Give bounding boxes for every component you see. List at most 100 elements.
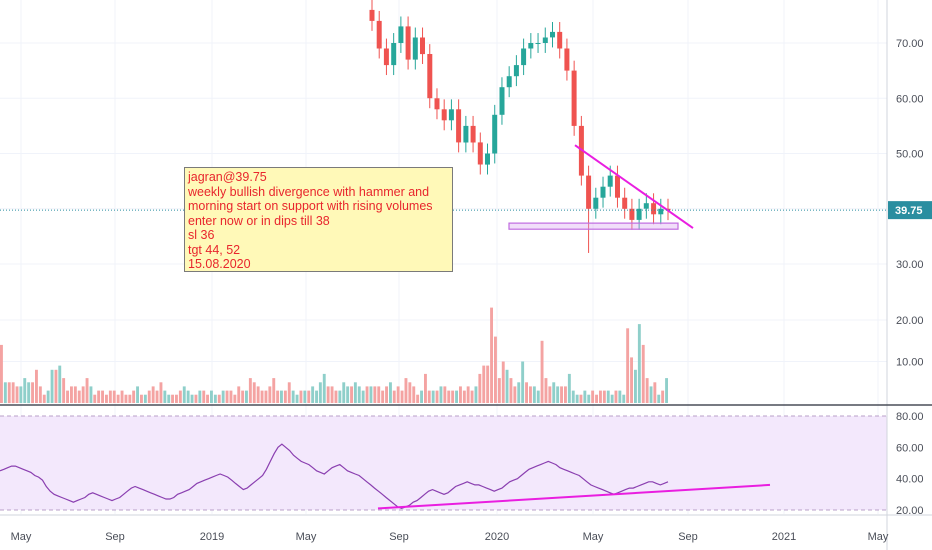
volume-bar bbox=[497, 378, 501, 403]
volume-bar bbox=[11, 382, 15, 404]
volume-bar bbox=[237, 386, 241, 403]
volume-bar bbox=[645, 378, 649, 403]
volume-bar bbox=[564, 386, 567, 403]
volume-bar bbox=[295, 394, 299, 403]
volume-bar bbox=[606, 390, 610, 403]
volume-bar bbox=[396, 386, 400, 403]
volume-bar bbox=[494, 336, 497, 403]
volume-bar bbox=[155, 390, 159, 403]
volume-bar bbox=[637, 324, 641, 403]
support-zone bbox=[508, 222, 679, 230]
rsi-trendline bbox=[377, 483, 771, 510]
volume-bar bbox=[420, 390, 423, 403]
candle-body bbox=[542, 37, 548, 43]
volume-bar bbox=[120, 390, 124, 403]
volume-bar bbox=[3, 382, 7, 404]
candle-body bbox=[376, 20, 382, 49]
volume-bar bbox=[369, 386, 373, 403]
volume-bar bbox=[389, 382, 392, 404]
note-line: tgt 44, 52 bbox=[188, 242, 241, 257]
volume-bar bbox=[424, 373, 427, 403]
candle-body bbox=[593, 197, 599, 209]
rsi-tick-label: 60.00 bbox=[896, 442, 924, 454]
volume-bar bbox=[665, 378, 668, 403]
volume-bar bbox=[381, 390, 385, 403]
volume-bar bbox=[614, 390, 618, 403]
volume-bar bbox=[280, 390, 283, 403]
resistance-trendline bbox=[574, 144, 694, 229]
volume-bar bbox=[552, 382, 556, 404]
annotation-note[interactable]: jagran@39.75 weekly bullish divergence w… bbox=[184, 167, 453, 272]
x-tick-label: May bbox=[296, 531, 317, 543]
volume-bar bbox=[657, 394, 661, 403]
volume-bar bbox=[276, 390, 280, 403]
rsi-tick-label: 80.00 bbox=[896, 411, 924, 423]
candle-body bbox=[607, 175, 613, 187]
volume-bar bbox=[307, 390, 311, 403]
x-tick-label: May bbox=[11, 531, 32, 543]
volume-bar bbox=[124, 394, 128, 403]
volume-bar bbox=[521, 361, 525, 403]
volume-bar bbox=[105, 394, 108, 403]
candle-body bbox=[600, 186, 606, 198]
volume-bar bbox=[241, 390, 245, 403]
volume-bar bbox=[404, 378, 408, 403]
volume-bar bbox=[0, 344, 3, 403]
volume-bar bbox=[15, 386, 19, 403]
candle-body bbox=[383, 48, 389, 66]
volume-bar bbox=[112, 390, 116, 403]
rsi-band bbox=[0, 416, 887, 510]
volume-bar bbox=[198, 390, 202, 403]
candle-body bbox=[586, 175, 592, 209]
volume-bar bbox=[186, 390, 190, 403]
volume-bar bbox=[342, 382, 346, 404]
volume-bar bbox=[46, 390, 50, 403]
volume-bar bbox=[509, 378, 513, 403]
volume-bar bbox=[544, 378, 548, 403]
candle-body bbox=[412, 37, 418, 60]
volume-bar bbox=[501, 361, 505, 403]
volume-bar bbox=[7, 382, 11, 404]
volume-tick-label: 10.00 bbox=[896, 357, 924, 369]
volume-bar bbox=[575, 394, 579, 403]
volume-bar bbox=[58, 365, 62, 403]
volume-bar bbox=[567, 373, 571, 403]
x-tick-label: 2019 bbox=[200, 531, 224, 543]
volume-bar bbox=[357, 386, 361, 403]
volume-bar bbox=[373, 386, 377, 403]
candle-body bbox=[391, 43, 397, 66]
volume-bar bbox=[595, 394, 598, 403]
volume-bar bbox=[268, 386, 272, 403]
x-tick-label: May bbox=[583, 531, 604, 543]
volume-bar bbox=[89, 386, 93, 403]
volume-bar bbox=[206, 394, 209, 403]
volume-bar bbox=[311, 386, 315, 403]
x-tick-label: Sep bbox=[389, 531, 409, 543]
price-tick-label: 30.00 bbox=[896, 259, 924, 271]
volume-tick-label: 20.00 bbox=[896, 315, 924, 327]
candle-body bbox=[492, 114, 498, 154]
volume-bar bbox=[634, 369, 637, 403]
note-line: sl 36 bbox=[188, 228, 215, 242]
candle-body bbox=[535, 43, 541, 44]
volume-bar bbox=[350, 386, 353, 403]
volume-bar bbox=[101, 390, 104, 403]
note-line: enter now or in dips till 38 bbox=[188, 213, 330, 228]
volume-bar bbox=[470, 390, 474, 403]
candle-body bbox=[643, 203, 649, 209]
volume-bar bbox=[62, 378, 66, 403]
volume-bar bbox=[210, 390, 213, 403]
candle-body bbox=[427, 54, 433, 99]
candle-body bbox=[513, 65, 519, 77]
volume-bar bbox=[641, 344, 645, 403]
volume-bar bbox=[602, 390, 606, 403]
volume-bar bbox=[587, 394, 591, 403]
volume-bar bbox=[248, 378, 252, 403]
volume-bar bbox=[229, 390, 233, 403]
candle-body bbox=[499, 87, 505, 115]
candle-body bbox=[470, 125, 476, 143]
volume-bar bbox=[548, 386, 552, 403]
volume-bar bbox=[54, 369, 58, 403]
